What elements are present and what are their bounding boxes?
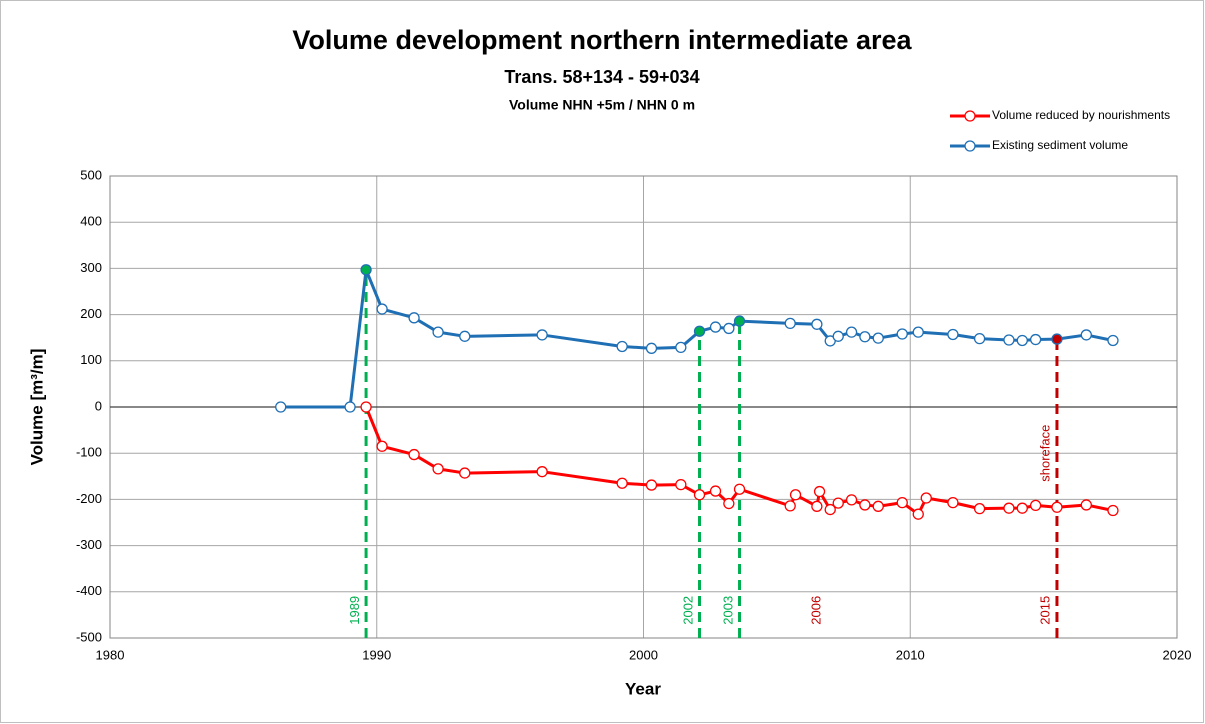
data-point (872, 500, 884, 512)
data-point (872, 332, 884, 344)
annotation: 2015 (1038, 596, 1053, 625)
data-point (896, 328, 908, 340)
data-point (1016, 334, 1028, 347)
data-point (408, 448, 420, 461)
data-point (376, 303, 388, 315)
y-tick-label: -300 (76, 537, 102, 552)
data-point (845, 326, 858, 338)
x-tick-label: 1990 (362, 647, 391, 662)
data-point (709, 485, 722, 497)
legend-marker (964, 140, 976, 152)
data-point (733, 315, 746, 327)
chart-title: Volume development northern intermediate… (292, 25, 912, 55)
chart-subtitle: Volume NHN +5m / NHN 0 m (509, 97, 695, 113)
annotation: 2003 (720, 596, 735, 625)
data-point (536, 466, 548, 478)
data-point (645, 342, 658, 354)
data-point (1080, 329, 1092, 341)
data-point (811, 318, 823, 330)
annotation: 2006 (808, 596, 823, 625)
data-point (693, 325, 706, 337)
x-tick-label: 2010 (896, 647, 925, 662)
data-point (1051, 501, 1063, 513)
annotation: 1989 (347, 596, 362, 625)
data-point (784, 317, 796, 330)
data-point (376, 440, 388, 452)
data-point (1029, 499, 1042, 512)
data-point (845, 494, 858, 506)
data-point (616, 340, 628, 353)
data-point (912, 508, 924, 520)
data-point (1003, 502, 1015, 514)
data-point (947, 328, 959, 341)
y-tick-label: 300 (80, 260, 102, 275)
data-point (832, 497, 844, 509)
legend-marker (964, 110, 976, 122)
data-point (859, 499, 871, 511)
y-tick-label: 0 (95, 398, 102, 413)
data-point (675, 341, 687, 354)
data-point (896, 496, 908, 509)
data-point (1029, 333, 1042, 346)
data-point (459, 467, 471, 479)
data-point (832, 330, 844, 342)
annotation: 2002 (680, 596, 695, 625)
data-point (723, 497, 735, 510)
data-point (811, 500, 823, 512)
y-tick-label: -200 (76, 491, 102, 506)
data-point (859, 331, 871, 343)
data-point (973, 332, 986, 345)
chart-subtitle: Trans. 58+134 - 59+034 (504, 67, 699, 87)
data-point (973, 502, 986, 515)
data-point (1016, 502, 1028, 514)
y-axis-label: Volume [m³/m] (27, 349, 46, 466)
data-point (824, 503, 836, 516)
y-tick-label: 500 (80, 167, 102, 182)
data-point (645, 479, 658, 491)
data-point (920, 492, 932, 504)
legend-label: Volume reduced by nourishments (992, 108, 1170, 122)
y-tick-label: 400 (80, 214, 102, 229)
data-point (789, 489, 802, 501)
data-point (675, 478, 687, 491)
y-tick-label: 200 (80, 306, 102, 321)
legend-label: Existing sediment volume (992, 138, 1128, 152)
data-point (432, 463, 444, 475)
data-point (1051, 333, 1063, 345)
y-tick-label: -500 (76, 629, 102, 644)
data-point (912, 326, 924, 338)
data-point (408, 312, 420, 324)
data-point (459, 330, 471, 342)
data-point (693, 489, 706, 501)
y-tick-label: -400 (76, 583, 102, 598)
data-point (723, 322, 735, 335)
x-tick-label: 2020 (1163, 647, 1192, 662)
data-point (709, 321, 722, 333)
data-point (1080, 499, 1092, 511)
data-point (432, 326, 444, 338)
data-point (947, 496, 959, 509)
data-point (275, 401, 287, 413)
data-point (813, 485, 826, 498)
data-point (1003, 334, 1015, 346)
y-tick-label: -100 (76, 445, 102, 460)
data-point (616, 477, 628, 489)
data-point (344, 401, 356, 413)
annotation: shoreface (1038, 425, 1053, 482)
data-point (784, 500, 796, 512)
data-point (1107, 504, 1119, 517)
x-axis-label: Year (625, 679, 661, 698)
data-point (360, 264, 372, 276)
y-tick-label: 100 (80, 352, 102, 367)
x-tick-label: 2000 (629, 647, 658, 662)
x-tick-label: 1980 (96, 647, 125, 662)
data-point (1107, 334, 1119, 347)
data-point (360, 401, 372, 413)
data-point (733, 483, 746, 495)
data-point (536, 329, 548, 341)
